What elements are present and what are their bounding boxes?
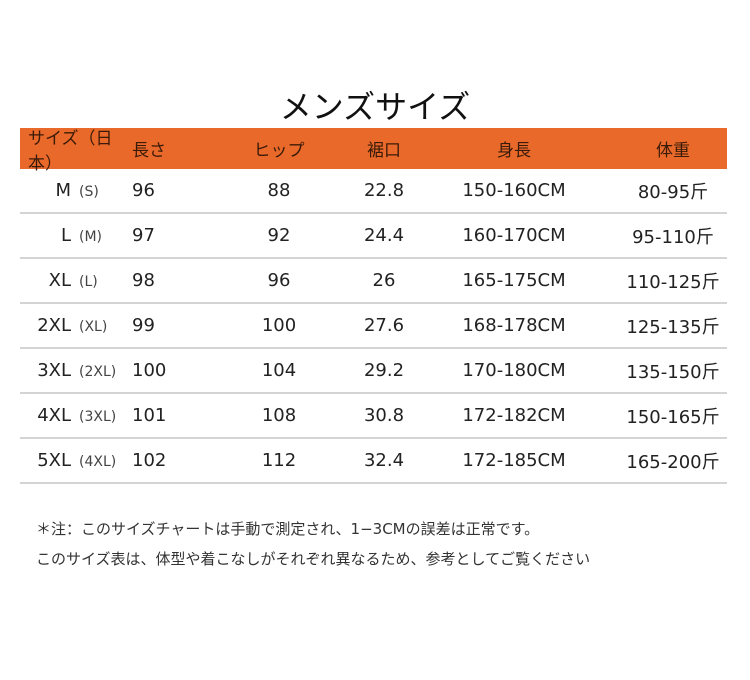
cell-weight: 110-125斤 <box>626 271 720 293</box>
cell-height: 165-175CM <box>462 270 566 291</box>
size-table: サイズ（日本） 長さ ヒップ 裾口 身長 体重 M (S) 96 88 22.8 … <box>20 128 727 484</box>
cell-length: 97 <box>132 225 155 246</box>
cell-size: L (M) <box>20 225 132 246</box>
cell-height: 172-185CM <box>462 450 566 471</box>
cell-hip: 112 <box>261 450 297 471</box>
note-line-2: このサイズ表は、体型や着こなしがそれぞれ異なるため、参考としてご覧ください <box>36 550 591 568</box>
size-label: 5XL <box>37 450 71 471</box>
table-row: 4XL (3XL) 101 108 30.8 172-182CM 150-165斤 <box>20 394 727 439</box>
cell-weight: 150-165斤 <box>626 406 720 428</box>
cell-hip: 104 <box>261 360 297 381</box>
cell-length: 98 <box>132 270 155 291</box>
jp-size-label: (S) <box>79 184 99 200</box>
cell-height: 160-170CM <box>462 225 566 246</box>
table-header: サイズ（日本） 長さ ヒップ 裾口 身長 体重 <box>20 128 727 174</box>
cell-hip: 96 <box>267 270 291 291</box>
cell-hem: 32.4 <box>363 450 405 471</box>
cell-size: 5XL (4XL) <box>20 450 132 471</box>
table-row: 2XL (XL) 99 100 27.6 168-178CM 125-135斤 <box>20 304 727 349</box>
cell-weight: 80-95斤 <box>637 181 709 203</box>
cell-size: 4XL (3XL) <box>20 405 132 426</box>
cell-hip: 100 <box>261 315 297 336</box>
size-label: L <box>60 225 71 246</box>
cell-weight: 165-200斤 <box>626 451 720 473</box>
cell-hem: 27.6 <box>363 315 405 336</box>
cell-size: M (S) <box>20 180 132 201</box>
header-size: サイズ（日本） <box>28 128 113 174</box>
cell-length: 102 <box>132 450 167 471</box>
size-label: 2XL <box>37 315 71 336</box>
cell-length: 101 <box>132 405 167 426</box>
cell-length: 96 <box>132 180 155 201</box>
size-label: 3XL <box>37 360 71 381</box>
cell-weight: 135-150斤 <box>626 361 720 383</box>
header-length: 長さ <box>132 141 166 161</box>
size-label: M <box>55 180 71 201</box>
table-row: 3XL (2XL) 100 104 29.2 170-180CM 135-150斤 <box>20 349 727 394</box>
jp-size-label: (2XL) <box>79 364 117 380</box>
cell-weight: 95-110斤 <box>632 226 714 248</box>
jp-size-label: (3XL) <box>79 409 117 425</box>
cell-weight: 125-135斤 <box>626 316 720 338</box>
cell-height: 168-178CM <box>462 315 566 336</box>
jp-size-label: (XL) <box>79 319 108 335</box>
header-height: 身長 <box>497 141 531 161</box>
size-label: 4XL <box>37 405 71 426</box>
cell-hem: 22.8 <box>363 180 405 201</box>
header-hem: 裾口 <box>367 141 401 161</box>
cell-size: 3XL (2XL) <box>20 360 132 381</box>
table-row: XL (L) 98 96 26 165-175CM 110-125斤 <box>20 259 727 304</box>
header-weight: 体重 <box>656 141 690 161</box>
cell-hip: 108 <box>261 405 297 426</box>
note-line-1: ＊注：このサイズチャートは手動で測定され、1−3CMの誤差は正常です。 <box>36 520 540 538</box>
cell-height: 172-182CM <box>462 405 566 426</box>
cell-hem: 26 <box>372 270 396 291</box>
table-row: M (S) 96 88 22.8 150-160CM 80-95斤 <box>20 169 727 214</box>
jp-size-label: (L) <box>79 274 98 290</box>
cell-length: 100 <box>132 360 167 381</box>
jp-size-label: (4XL) <box>79 454 117 470</box>
cell-hip: 92 <box>267 225 291 246</box>
page-title: メンズサイズ <box>279 88 471 126</box>
cell-size: 2XL (XL) <box>20 315 132 336</box>
cell-hip: 88 <box>267 180 291 201</box>
size-label: XL <box>48 270 71 291</box>
cell-length: 99 <box>132 315 155 336</box>
table-row: L (M) 97 92 24.4 160-170CM 95-110斤 <box>20 214 727 259</box>
jp-size-label: (M) <box>79 229 103 245</box>
cell-hem: 24.4 <box>363 225 405 246</box>
cell-height: 150-160CM <box>462 180 566 201</box>
cell-hem: 30.8 <box>363 405 405 426</box>
cell-height: 170-180CM <box>462 360 566 381</box>
table-row: 5XL (4XL) 102 112 32.4 172-185CM 165-200斤 <box>20 439 727 484</box>
header-hip: ヒップ <box>253 141 305 161</box>
cell-hem: 29.2 <box>363 360 405 381</box>
cell-size: XL (L) <box>20 270 132 291</box>
